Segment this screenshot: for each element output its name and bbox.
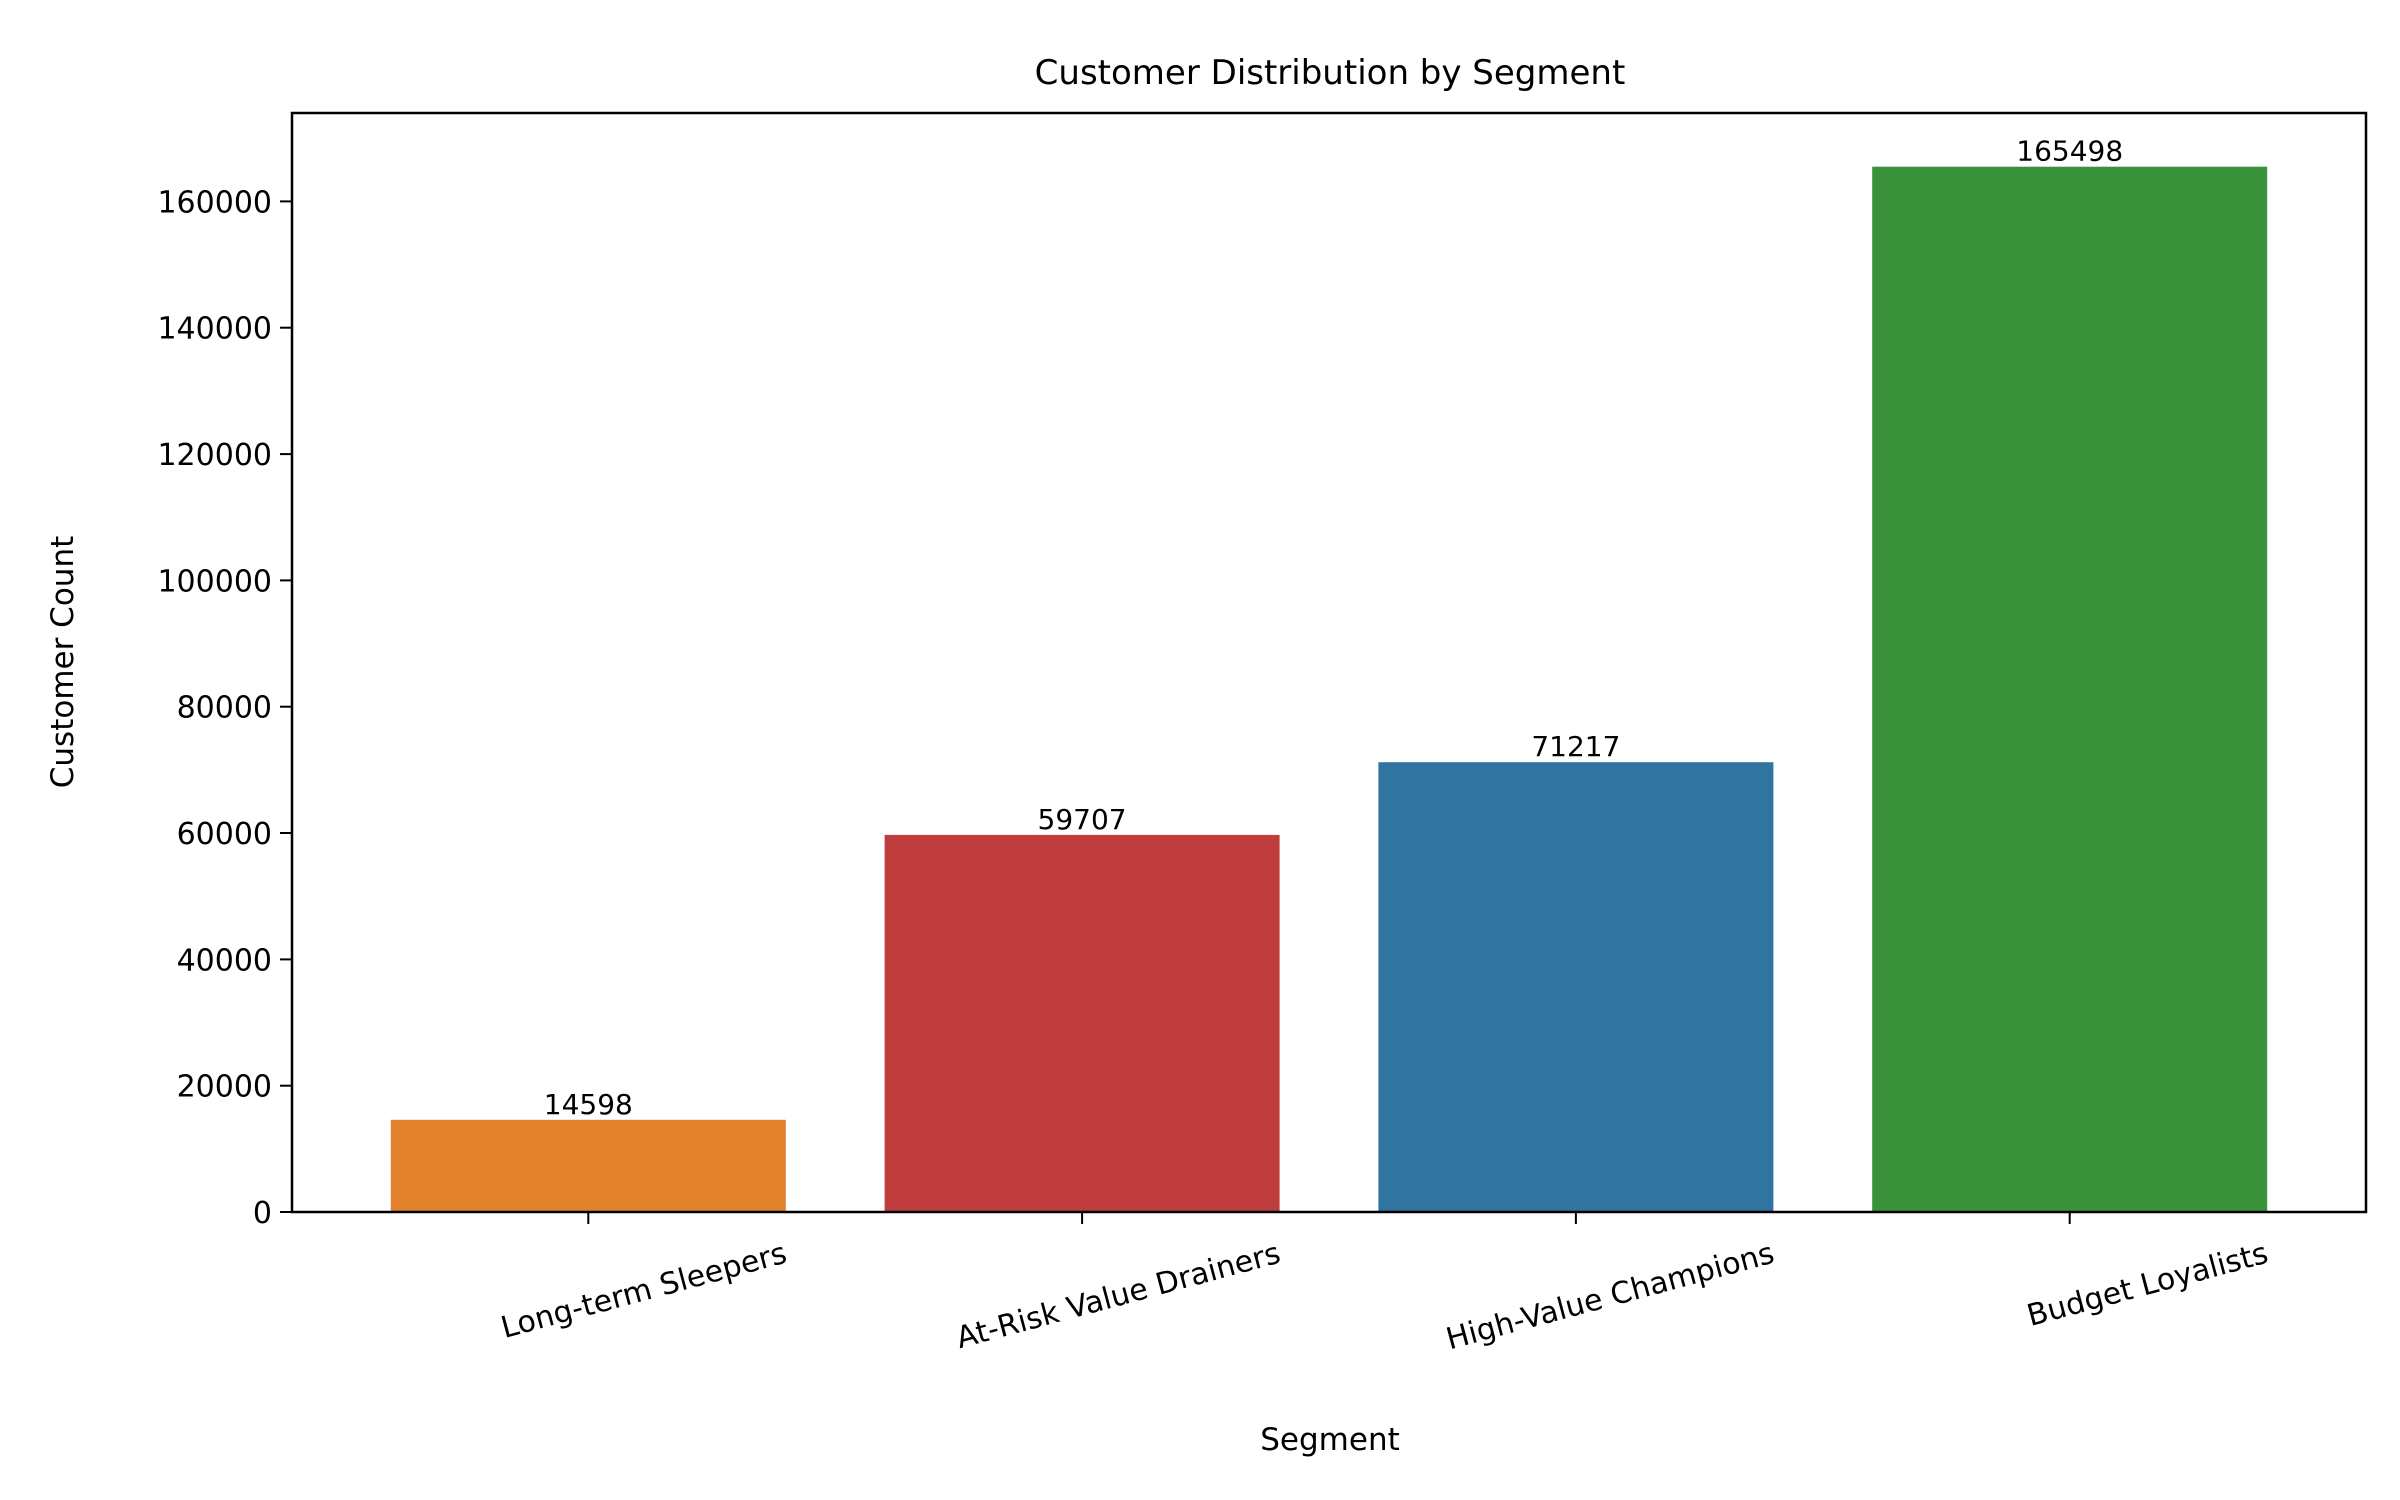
plot-frame	[290, 111, 2368, 1214]
y-tick-label-8: 160000	[157, 185, 272, 220]
y-tick-label-6: 120000	[157, 438, 272, 473]
bar-3	[1872, 166, 2268, 1213]
chart-title: Customer Distribution by Segment	[1035, 53, 1626, 93]
y-tick-label-4: 80000	[177, 691, 272, 726]
x-tick-label-0: Long-term Sleepers	[497, 1236, 790, 1346]
bar-2	[1378, 762, 1774, 1212]
y-axis-label: Customer Count	[45, 536, 81, 789]
x-tick-label-1: At-Risk Value Drainers	[953, 1236, 1284, 1356]
x-tick-label-3: Budget Loyalists	[2023, 1236, 2271, 1334]
y-tick-label-5: 100000	[157, 564, 272, 599]
y-tick-label-7: 140000	[157, 312, 272, 347]
y-tick-label-2: 40000	[177, 943, 272, 978]
x-axis-ticks: Long-term Sleepers At-Risk Value Drainers…	[497, 1212, 2272, 1357]
data-label-2: 71217	[1531, 730, 1620, 763]
bar-0	[390, 1119, 786, 1212]
y-axis-ticks: 0 20000 40000 60000 80000 100000 120000 140000 1…	[157, 185, 292, 1231]
data-label-0: 14598	[544, 1088, 633, 1121]
data-label-3: 165498	[2016, 135, 2123, 168]
x-tick-label-2: High-Value Champions	[1443, 1236, 1778, 1357]
y-tick-label-3: 60000	[177, 817, 272, 852]
data-label-1: 59707	[1038, 803, 1127, 836]
bar-1	[884, 834, 1280, 1212]
y-tick-label-1: 20000	[177, 1070, 272, 1105]
bars-group	[390, 166, 2268, 1213]
x-axis-label: Segment	[1260, 1422, 1400, 1458]
data-labels-group: 14598 59707 71217 165498	[544, 135, 2123, 1121]
y-tick-label-0: 0	[253, 1196, 272, 1231]
